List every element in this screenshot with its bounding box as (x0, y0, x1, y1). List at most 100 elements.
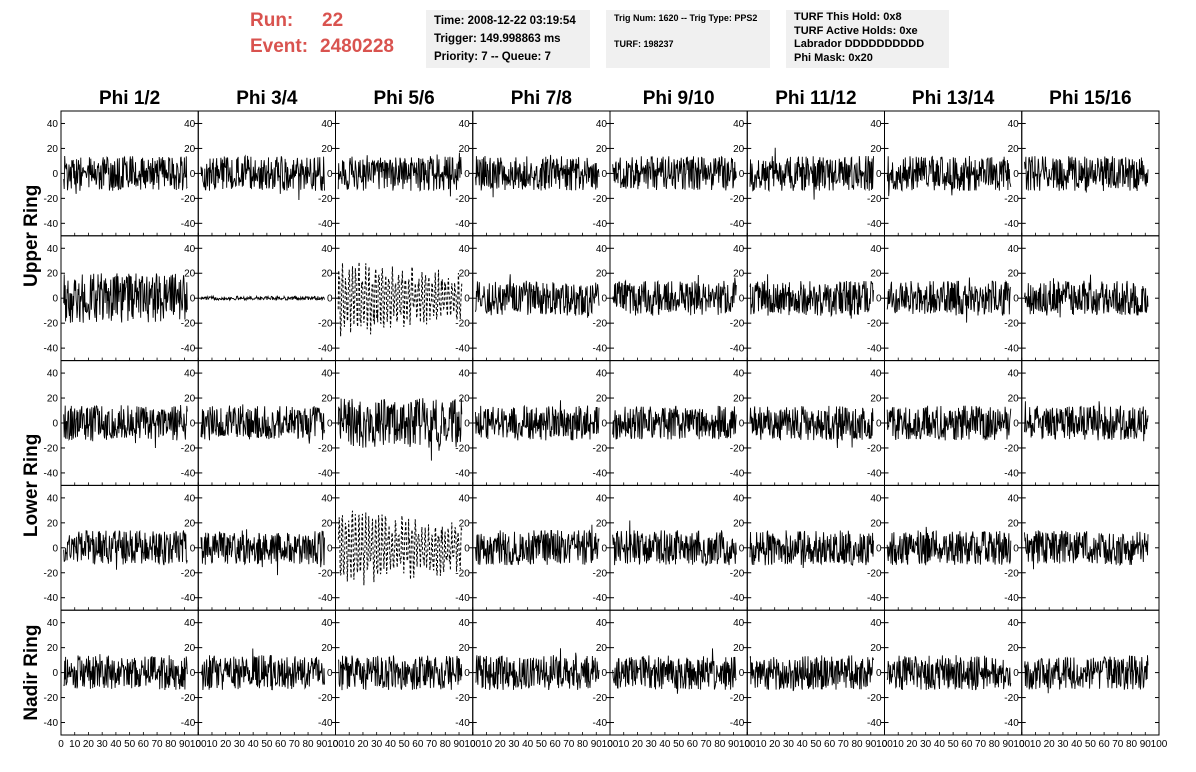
y-tick-label: 20 (184, 269, 196, 280)
y-tick-label: 40 (596, 493, 608, 504)
y-tick-label: 20 (733, 394, 745, 405)
x-tick-label: 60 (1099, 739, 1111, 750)
waveform-line (475, 524, 600, 566)
y-tick-label: 40 (459, 119, 471, 130)
x-tick-label: 60 (550, 739, 562, 750)
x-tick-label: 10 (893, 739, 905, 750)
y-tick-label: -20 (181, 568, 196, 579)
waveform-panel: -40 -20 0 20 40 (455, 360, 611, 486)
waveform-panel: -40 -20 0 20 40 (455, 110, 611, 237)
y-tick-label: 0 (601, 543, 607, 554)
y-tick-label: 40 (596, 618, 608, 629)
y-tick-label: 20 (47, 643, 59, 654)
x-tick-label: 90 (865, 739, 877, 750)
y-tick-label: -40 (318, 219, 333, 230)
y-tick-label: 0 (876, 419, 882, 430)
x-tick-label: 70 (975, 739, 987, 750)
x-tick-label: 30 (97, 739, 109, 750)
y-tick-label: -20 (593, 319, 608, 330)
y-tick-label: -20 (318, 194, 333, 205)
x-tick-label: 40 (385, 739, 397, 750)
y-tick-label: 40 (47, 493, 59, 504)
y-tick-label: 0 (876, 169, 882, 180)
y-tick-label: -20 (593, 693, 608, 704)
run-value: 22 (322, 10, 344, 31)
waveform-panel: -40 -20 0 20 40 (730, 609, 885, 736)
y-tick-label: -20 (44, 693, 59, 704)
y-tick-label: 20 (47, 518, 59, 529)
y-tick-label: -40 (1004, 718, 1019, 729)
x-tick-label: 90 (1140, 739, 1152, 750)
waveform-panel: -40 -20 0 20 40 (181, 484, 336, 611)
trigger-text: Trigger: 149.998863 ms (434, 33, 561, 45)
waveform-panel: -40 -20 0 20 40 (1004, 609, 1160, 736)
column-label: Phi 1/2 (99, 88, 160, 109)
x-tick-label: 100 (739, 739, 756, 750)
x-tick-label: 90 (728, 739, 740, 750)
y-tick-label: 40 (47, 369, 59, 380)
x-tick-label: 50 (124, 739, 136, 750)
y-tick-label: 40 (321, 618, 333, 629)
x-tick-label: 70 (152, 739, 164, 750)
x-tick-label: 0 (470, 739, 476, 750)
waveform-panel: -40 -20 0 20 40 (867, 609, 1023, 736)
waveform-line (63, 273, 188, 323)
waveform-line (749, 655, 874, 692)
y-tick-label: 0 (327, 543, 333, 554)
y-tick-label: 40 (870, 369, 882, 380)
y-tick-label: -40 (730, 718, 745, 729)
y-tick-label: 20 (870, 394, 882, 405)
y-tick-label: 20 (459, 643, 471, 654)
x-tick-label: 60 (412, 739, 424, 750)
column-label: Phi 9/10 (643, 88, 715, 109)
waveform-panel: -40 -20 0 20 40 (730, 235, 885, 362)
y-tick-label: 0 (601, 294, 607, 305)
y-tick-label: -20 (730, 443, 745, 454)
waveform-line (612, 648, 737, 694)
y-tick-label: 0 (739, 668, 745, 679)
waveform-panel: -40 -20 0 20 40 (455, 609, 611, 736)
waveform-line (1024, 530, 1149, 570)
y-tick-label: 40 (596, 244, 608, 255)
x-tick-label: 10 (69, 739, 81, 750)
y-tick-label: -20 (44, 319, 59, 330)
waveform-line (475, 400, 600, 441)
waveform-line (337, 398, 463, 461)
waveform-panel: -40 -20 0 20 40 (593, 110, 748, 237)
y-tick-label: 40 (733, 618, 745, 629)
y-tick-label: -40 (181, 344, 196, 355)
y-tick-label: 40 (733, 244, 745, 255)
waveform-line (63, 529, 188, 570)
waveform-panel: -40 -20 0 20 40 (593, 609, 748, 736)
y-tick-label: 0 (464, 419, 470, 430)
y-tick-label: -20 (455, 194, 470, 205)
waveform-panel: -40 -20 0 20 40 (318, 484, 474, 611)
y-tick-label: -20 (44, 568, 59, 579)
y-tick-label: -40 (1004, 593, 1019, 604)
x-tick-label: 30 (1057, 739, 1069, 750)
y-tick-label: -40 (455, 219, 470, 230)
waveform-panel: -40 -20 0 20 40 (593, 235, 748, 362)
y-tick-label: -20 (318, 319, 333, 330)
waveform-line (1024, 156, 1149, 193)
y-tick-label: 40 (1008, 244, 1020, 255)
y-tick-label: 20 (184, 144, 196, 155)
waveform-panel: -40 -20 0 20 40 (318, 360, 474, 486)
labrador-text: Labrador DDDDDDDDDD (794, 38, 925, 50)
x-tick-label: 80 (165, 739, 177, 750)
y-tick-label: 20 (733, 518, 745, 529)
y-tick-label: 20 (596, 269, 608, 280)
x-tick-label: 50 (536, 739, 548, 750)
waveform-line (200, 294, 325, 302)
x-tick-label: 40 (934, 739, 946, 750)
y-tick-label: 20 (47, 269, 59, 280)
y-tick-label: -40 (455, 468, 470, 479)
y-tick-label: -20 (593, 568, 608, 579)
y-tick-label: 40 (596, 119, 608, 130)
y-tick-label: 40 (596, 369, 608, 380)
y-tick-label: 0 (190, 419, 196, 430)
waveform-panel: -40 -20 0 20 40 (455, 484, 611, 611)
y-tick-label: -40 (44, 593, 59, 604)
y-tick-label: -20 (181, 693, 196, 704)
y-tick-label: 20 (596, 394, 608, 405)
